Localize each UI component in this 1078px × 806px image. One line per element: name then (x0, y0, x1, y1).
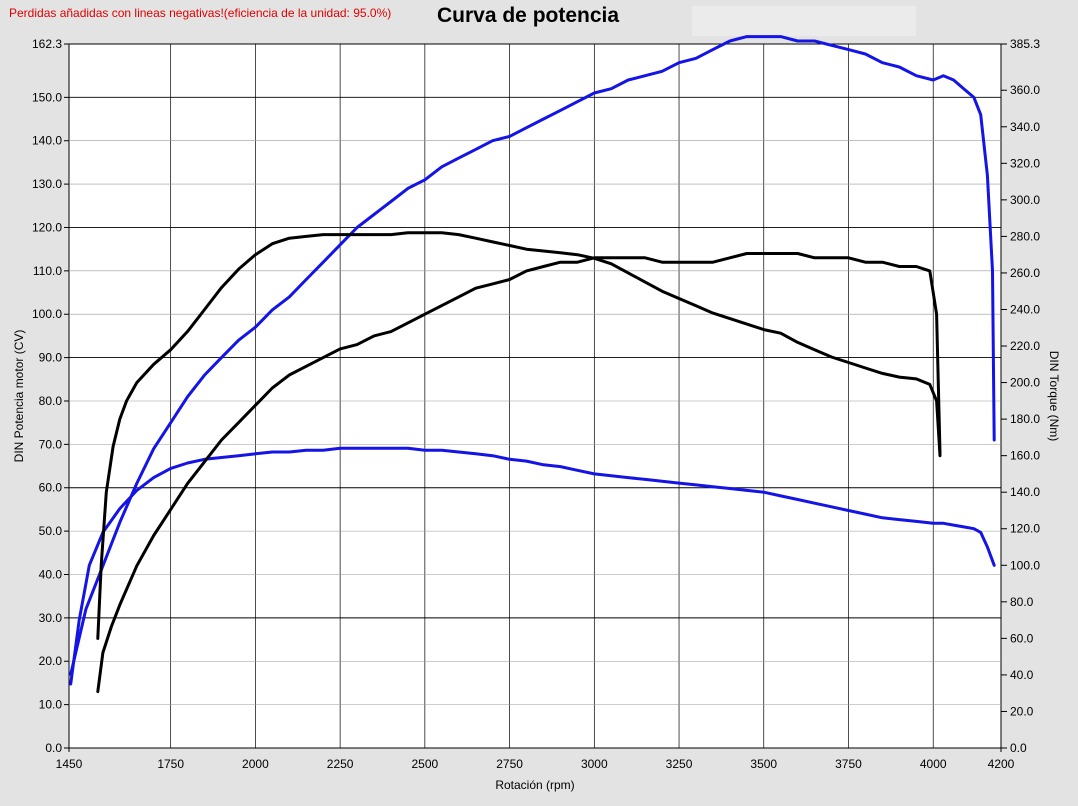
y-tick-label-right: 60.0 (1010, 631, 1034, 645)
y-tick-label-left: 140.0 (32, 134, 62, 148)
y-tick-label-left: 120.0 (32, 220, 62, 234)
grid-lines (64, 43, 1007, 752)
axis-ticks: 1450 1750 2000 2250 2500 2750 3000 3250 3500 3750… (32, 37, 1040, 771)
y-tick-label-right: 0.0 (1010, 741, 1027, 755)
y-tick-label-left: 110.0 (33, 264, 62, 278)
x-tick-label: 3500 (750, 757, 777, 771)
y-tick-label-right: 180.0 (1010, 412, 1040, 426)
x-tick-label: 2750 (496, 757, 523, 771)
y-tick-label-right: 340.0 (1010, 120, 1040, 134)
x-tick-label: 4000 (920, 757, 947, 771)
y-tick-label-right: 385.3 (1010, 37, 1040, 51)
y-tick-label-right: 220.0 (1010, 339, 1040, 353)
y-tick-label-left: 100.0 (32, 307, 62, 321)
y-tick-label-right: 20.0 (1010, 704, 1034, 718)
y-tick-label-right: 200.0 (1010, 376, 1040, 390)
y-tick-label-left: 50.0 (39, 524, 63, 538)
x-tick-label: 3000 (581, 757, 608, 771)
y-tick-label-left: 162.3 (32, 37, 62, 51)
series-lines (69, 35, 996, 694)
y-tick-label-right: 240.0 (1010, 302, 1040, 316)
y-tick-label-right: 80.0 (1010, 595, 1034, 609)
x-tick-label: 1450 (56, 757, 83, 771)
y-tick-label-left: 20.0 (39, 654, 63, 668)
y-tick-label-left: 150.0 (32, 90, 62, 104)
y-tick-label-right: 160.0 (1010, 449, 1040, 463)
y-tick-label-right: 300.0 (1010, 193, 1040, 207)
x-tick-label: 2250 (327, 757, 354, 771)
y-tick-label-right: 360.0 (1010, 83, 1040, 97)
x-tick-label: 2500 (412, 757, 439, 771)
y-tick-label-right: 280.0 (1010, 229, 1040, 243)
y-tick-label-left: 80.0 (39, 394, 63, 408)
series-line-1 (69, 35, 996, 676)
y-tick-label-left: 40.0 (39, 567, 63, 581)
y-tick-label-left: 60.0 (39, 481, 63, 495)
series-line-3 (96, 252, 942, 694)
efficiency-notice: Perdidas añadidas con lineas negativas!(… (9, 6, 392, 20)
y-tick-label-right: 320.0 (1010, 156, 1040, 170)
y-axis-label-left: DIN Potencia motor (CV) (12, 330, 26, 463)
y-tick-label-right: 120.0 (1010, 522, 1040, 536)
series-line-2 (69, 446, 996, 686)
x-tick-label: 1750 (157, 757, 184, 771)
x-tick-label: 3250 (666, 757, 693, 771)
y-tick-label-right: 40.0 (1010, 668, 1034, 682)
y-tick-label-right: 260.0 (1010, 266, 1040, 280)
y-tick-label-left: 0.0 (45, 741, 62, 755)
y-tick-label-left: 70.0 (39, 437, 63, 451)
x-tick-label: 2000 (242, 757, 269, 771)
y-tick-label-right: 140.0 (1010, 485, 1040, 499)
chart-title: Curva de potencia (437, 4, 620, 27)
y-tick-label-left: 10.0 (39, 698, 63, 712)
x-tick-label: 4200 (988, 757, 1015, 771)
y-axis-label-right: DIN Torque (Nm) (1047, 351, 1061, 441)
y-tick-label-right: 100.0 (1010, 558, 1040, 572)
x-axis-label: Rotación (rpm) (495, 778, 574, 792)
y-tick-label-left: 90.0 (39, 351, 63, 365)
x-tick-label: 3750 (835, 757, 862, 771)
plot-area (68, 43, 1002, 749)
y-tick-label-left: 130.0 (32, 177, 62, 191)
series-line-4 (96, 231, 942, 640)
y-tick-label-left: 30.0 (39, 611, 63, 625)
title-blank-box (692, 6, 916, 36)
